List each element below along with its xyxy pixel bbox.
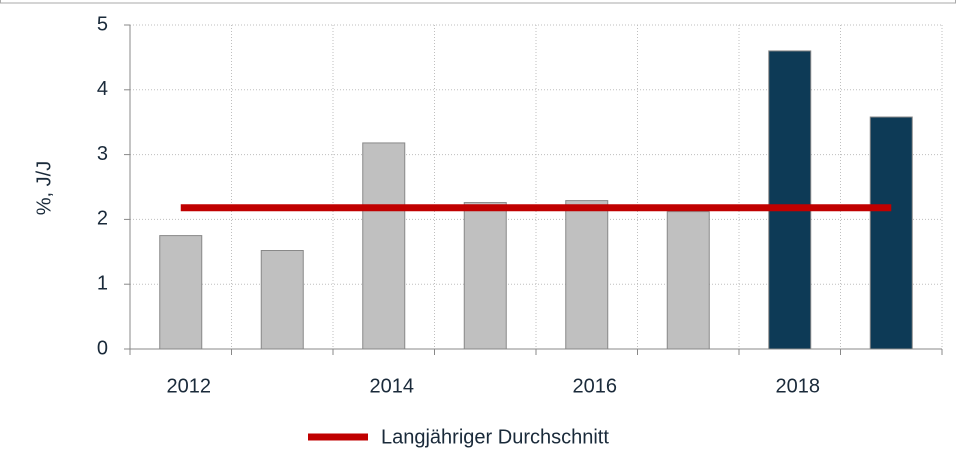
- x-tick-label: 2012: [167, 375, 212, 397]
- x-tick-label: 2018: [776, 375, 821, 397]
- x-tick-label: 2014: [370, 375, 415, 397]
- bar: [869, 116, 913, 350]
- bar: [666, 211, 710, 350]
- frame: [0, 0, 956, 4]
- bar: [565, 200, 609, 350]
- y-axis-label: %, J/J: [33, 161, 55, 215]
- y-tick-label: 4: [97, 78, 108, 100]
- y-tick-label: 1: [97, 272, 108, 294]
- x-tick-label: 2016: [573, 375, 618, 397]
- bar: [159, 235, 203, 350]
- bar: [463, 202, 507, 350]
- y-tick-label: 2: [97, 208, 108, 230]
- legend-label: Langjähriger Durchschnitt: [381, 426, 609, 448]
- bar: [362, 142, 406, 350]
- bar: [768, 50, 812, 350]
- bar: [260, 250, 304, 350]
- y-tick-label: 5: [97, 13, 108, 35]
- y-tick-label: 0: [97, 337, 108, 359]
- y-tick-label: 3: [97, 143, 108, 165]
